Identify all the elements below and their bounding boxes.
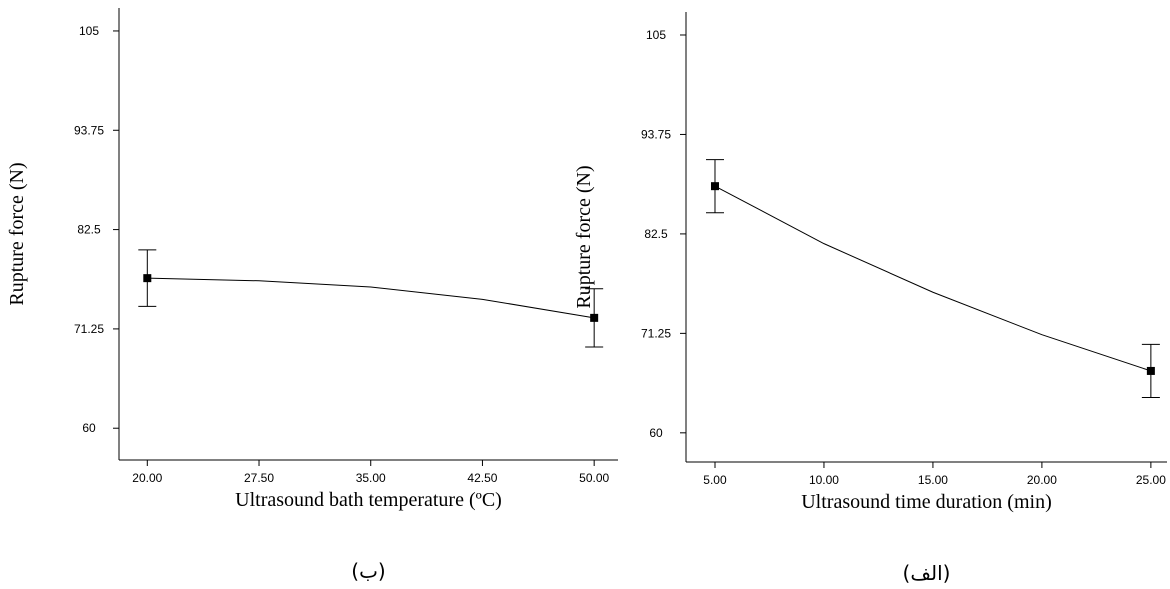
- point: [1146, 366, 1155, 375]
- fit-line: [714, 185, 1152, 372]
- y-axis-label: Rupture force (N): [6, 162, 28, 305]
- x-axis-label: Ultrasound bath temperature (ºC): [235, 489, 502, 511]
- x-tick-label: 35.00: [356, 471, 386, 485]
- y-axis-label: Rupture force (N): [573, 165, 595, 308]
- x-tick-label: 10.00: [809, 473, 839, 487]
- x-axis-label: Ultrasound time duration (min): [801, 491, 1052, 513]
- point: [143, 274, 152, 283]
- y-tick-label: 71.25: [74, 322, 104, 336]
- x-tick-label: 25.00: [1136, 473, 1166, 487]
- point: [590, 313, 599, 322]
- y-tick-label: 60: [82, 421, 96, 435]
- y-tick-label: 105: [646, 28, 666, 42]
- y-tick-label: 60: [649, 426, 663, 440]
- chart: 60 71.25 82.5 93.75 105 5.00 10.00 15.00 20.00 25…: [573, 12, 1167, 585]
- fit-line: [147, 277, 595, 319]
- caption: (الف): [903, 561, 951, 585]
- x-tick-label: 27.50: [244, 471, 274, 485]
- point: [710, 182, 719, 191]
- x-tick-label: 20.00: [1027, 473, 1057, 487]
- x-tick-label: 50.00: [579, 471, 609, 485]
- y-tick-label: 82.5: [77, 223, 101, 237]
- x-tick-label: 5.00: [703, 473, 727, 487]
- y-tick-label: 93.75: [74, 123, 104, 137]
- caption: (ب): [351, 559, 385, 583]
- y-tick-label: 82.5: [644, 227, 668, 241]
- x-tick-label: 42.50: [467, 471, 497, 485]
- x-tick-label: 15.00: [918, 473, 948, 487]
- y-tick-label: 105: [79, 24, 99, 38]
- x-tick-label: 20.00: [132, 471, 162, 485]
- y-tick-label: 93.75: [641, 127, 671, 141]
- y-tick-label: 71.25: [641, 326, 671, 340]
- chart: 60 71.25 82.5 93.75 105 20.00 27.50 35.00 42.50 5…: [6, 8, 618, 583]
